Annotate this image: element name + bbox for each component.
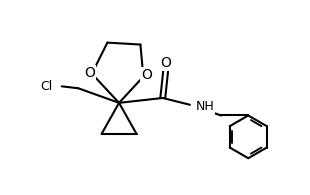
Text: NH: NH bbox=[196, 100, 215, 113]
Text: Cl: Cl bbox=[41, 80, 53, 93]
Text: O: O bbox=[84, 66, 95, 80]
Text: O: O bbox=[141, 68, 152, 82]
Text: O: O bbox=[160, 56, 171, 70]
